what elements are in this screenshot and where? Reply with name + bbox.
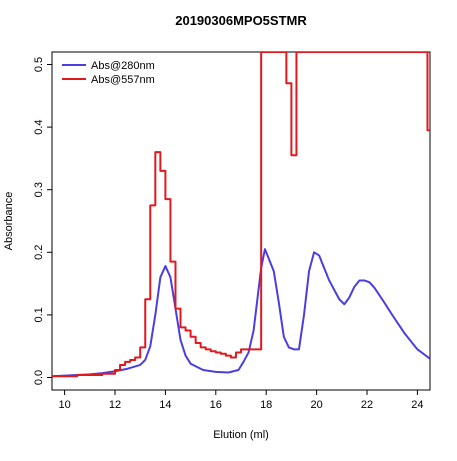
y-tick-label: 0.2	[33, 245, 45, 260]
x-tick-label: 18	[260, 399, 272, 411]
chart-title: 20190306MPO5STMR	[175, 13, 307, 28]
legend-label-abs280: Abs@280nm	[91, 60, 155, 72]
plot-box	[51, 51, 431, 391]
x-tick-label: 16	[210, 399, 222, 411]
y-tick-label: 0.0	[33, 370, 45, 385]
legend: Abs@280nm Abs@557nm	[62, 60, 155, 86]
x-axis-label: Elution (ml)	[213, 429, 269, 441]
y-tick-label: 0.5	[33, 57, 45, 72]
x-tick-label: 12	[109, 399, 121, 411]
y-tick-label: 0.3	[33, 182, 45, 197]
y-tick-label: 0.4	[33, 119, 45, 134]
y-tick-label: 0.1	[33, 307, 45, 322]
legend-label-abs557: Abs@557nm	[91, 74, 155, 86]
series-line-abs557	[52, 52, 430, 378]
x-tick-label: 22	[361, 399, 373, 411]
series-layer	[52, 52, 430, 378]
x-tick-label: 14	[159, 399, 171, 411]
x-axis: 10 12 14 16 18 20 22 24	[58, 390, 424, 411]
series-line-abs280	[52, 248, 430, 378]
y-axis-label: Absorbance	[3, 192, 15, 251]
x-tick-label: 20	[310, 399, 322, 411]
x-tick-label: 10	[58, 399, 70, 411]
x-tick-label: 24	[411, 399, 423, 411]
y-axis: 0.0 0.1 0.2 0.3 0.4 0.5	[33, 57, 52, 385]
